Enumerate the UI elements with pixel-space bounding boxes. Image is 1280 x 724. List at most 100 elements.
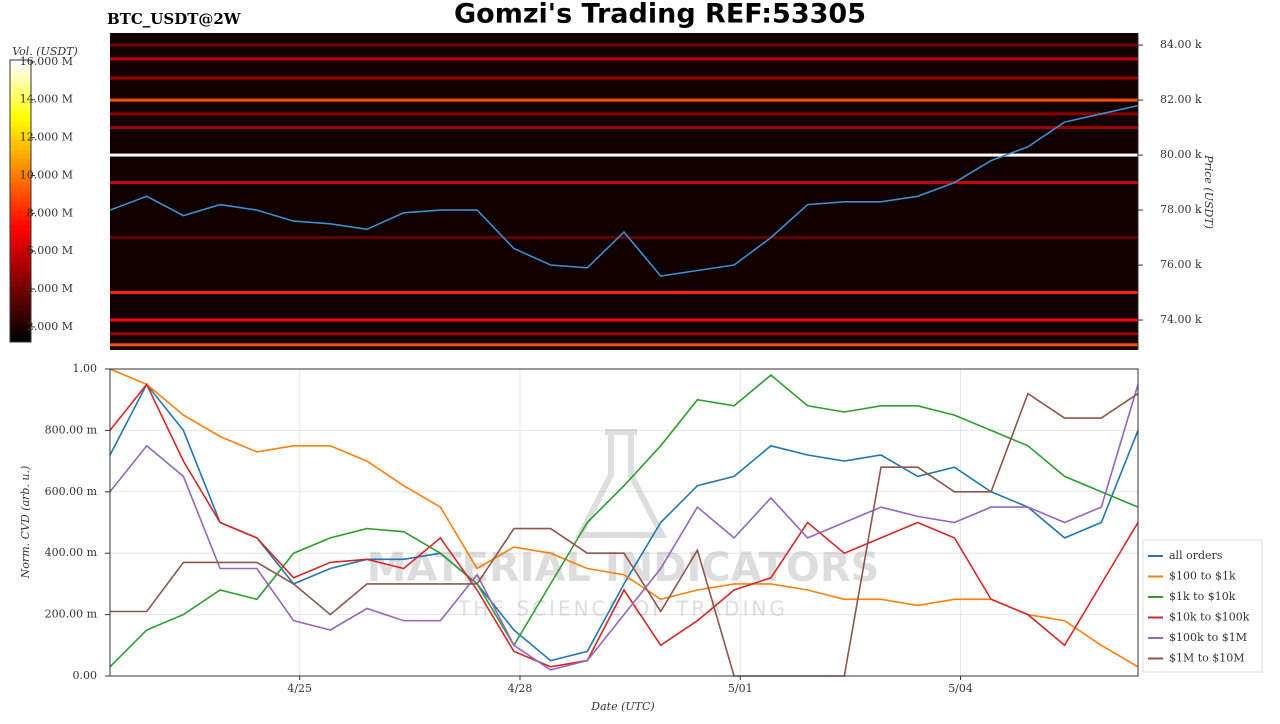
legend-label: $100k to $1M (1169, 631, 1247, 644)
colorbar-cell (10, 295, 31, 301)
legend-label: $1M to $10M (1169, 652, 1245, 665)
watermark-subtitle: THE SCIENCE OF TRADING (457, 597, 788, 621)
liquidity-level (110, 236, 1138, 240)
colorbar-cell (10, 327, 31, 334)
liquidity-level (110, 318, 1138, 322)
watermark-flask (575, 429, 667, 538)
legend-label: $10k to $100k (1169, 611, 1250, 624)
x-tick-label: 5/01 (728, 682, 753, 695)
liquidity-level (110, 112, 1138, 116)
plot-frame (109, 368, 1139, 677)
y-tick-label: 0.00 (73, 669, 98, 682)
colorbar-cell (10, 172, 31, 178)
cvd-line (109, 368, 1139, 668)
colorbar-cell (10, 304, 31, 310)
colorbar-cell (10, 271, 31, 277)
colorbar-cell (10, 205, 31, 211)
colorbar-tick-label: 6.000 M (27, 244, 73, 257)
colorbar-cell (10, 97, 31, 103)
x-tick-label: 4/25 (287, 682, 312, 695)
colorbar-cell (10, 323, 31, 329)
colorbar-cell (10, 158, 31, 164)
x-tick-label: 5/04 (948, 682, 973, 695)
colorbar-tick-label: 8.000 M (27, 206, 73, 219)
colorbar-cell (10, 60, 31, 66)
y-tick-label: 76.00 k (1160, 258, 1202, 271)
colorbar-cell (10, 139, 31, 146)
colorbar-cell (10, 177, 31, 183)
y-tick-label: 78.00 k (1160, 203, 1202, 216)
colorbar-cell (10, 111, 31, 117)
liquidity-level (110, 98, 1138, 102)
colorbar-cell (10, 229, 31, 235)
colorbar-cell (10, 88, 31, 94)
colorbar-cell (10, 266, 31, 272)
colorbar-cell (10, 116, 31, 122)
colorbar-label: Vol. (USDT) (12, 45, 78, 58)
cvd-line (109, 374, 1139, 668)
colorbar-cell (10, 64, 31, 70)
y-tick-label: 800.00 m (45, 423, 98, 436)
y-tick-label: 1.00 (73, 362, 98, 375)
colorbar-tick-label: 16.000 M (20, 55, 73, 68)
cvd-line (109, 384, 1139, 671)
liquidity-level (110, 126, 1138, 130)
colorbar-cell (10, 182, 31, 188)
colorbar-tick-label: 2.000 M (27, 320, 73, 333)
colorbar-cell (10, 144, 31, 150)
colorbar-cell (10, 74, 31, 80)
liquidity-level (110, 43, 1138, 47)
colorbar-cell (10, 248, 31, 254)
colorbar-cell (10, 83, 31, 89)
colorbar-cell (10, 201, 31, 207)
legend-label: all orders (1169, 549, 1223, 562)
liquidity-level (110, 57, 1138, 61)
colorbar-cell (10, 215, 31, 221)
liquidity-level (110, 76, 1138, 80)
colorbar-cell (10, 121, 31, 127)
colorbar-cell (10, 163, 31, 169)
page-title: Gomzi's Trading REF:53305 (454, 0, 866, 30)
colorbar-cell (10, 332, 31, 338)
colorbar-cell (10, 309, 31, 315)
colorbar-cell (10, 313, 31, 319)
colorbar-cell (10, 280, 31, 287)
colorbar-cell (10, 337, 31, 343)
colorbar-tick-label: 14.000 M (20, 93, 73, 106)
colorbar-cell (10, 149, 31, 155)
colorbar-cell (10, 125, 31, 131)
colorbar-cell (10, 285, 31, 291)
colorbar-cell (10, 276, 31, 282)
liquidity-level (110, 343, 1138, 347)
colorbar-cell (10, 168, 31, 174)
colorbar-cell (10, 290, 31, 296)
liquidity-level (110, 332, 1138, 336)
colorbar-cell (10, 243, 31, 249)
y-axis-label: Norm. CVD (arb. u.) (19, 466, 32, 580)
colorbar-cell (10, 102, 31, 108)
x-tick-label: 4/28 (508, 682, 533, 695)
colorbar-cell (10, 69, 31, 75)
colorbar-cell (10, 196, 31, 202)
colorbar-cell (10, 233, 31, 240)
liquidity-level (110, 291, 1138, 295)
colorbar-tick-label: 12.000 M (20, 131, 73, 144)
y-tick-label: 84.00 k (1160, 38, 1202, 51)
colorbar-cell (10, 191, 31, 197)
colorbar-cell (10, 299, 31, 305)
colorbar-cell (10, 107, 31, 113)
colorbar-cell (10, 78, 31, 84)
colorbar-cell (10, 210, 31, 216)
colorbar-cell (10, 238, 31, 244)
cvd-line (110, 392, 1139, 677)
y-tick-label: 74.00 k (1160, 313, 1202, 326)
colorbar-cell (10, 262, 31, 268)
y-axis-label: Price (USDT) (1202, 154, 1215, 229)
colorbar-frame (9, 59, 32, 343)
colorbar-tick-label: 4.000 M (27, 282, 73, 295)
y-tick-label: 80.00 k (1160, 148, 1202, 161)
legend-label: $1k to $10k (1169, 590, 1236, 603)
colorbar-tick-label: 10.000 M (20, 168, 73, 181)
legend-label: $100 to $1k (1169, 570, 1236, 583)
